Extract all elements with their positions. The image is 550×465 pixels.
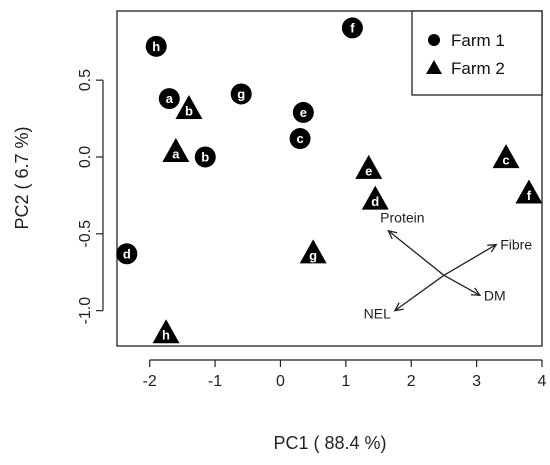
legend-label-farm-1: Farm 1 [451,31,505,50]
farm-2-point-label: d [371,194,379,209]
loading-vectors: Protein Fibre DM NEL [364,210,533,322]
farm-1-point-a [158,88,180,110]
farm-1-point-f [341,17,363,39]
loading-label-dm: DM [484,287,506,303]
farm-1-point-d [116,243,138,265]
loading-arrow-protein [387,230,445,276]
legend-label-farm-2: Farm 2 [451,59,505,78]
farm-2-point-label: f [527,188,532,203]
plot-frame [116,10,543,347]
legend-circle-marker [428,34,440,46]
legend-box [411,10,543,96]
farm-1-point-c [289,128,311,150]
loading-arrowhead [487,243,498,253]
loading-arrowhead [393,302,404,312]
farm-1-point-label: c [296,131,303,146]
loading-arrow-fibre [443,244,497,276]
farm-1-point-label: h [152,39,160,54]
farm-1-point-e [292,101,314,123]
legend: Farm 1 Farm 2 [411,10,543,96]
y-tick-label: -1.0 [77,297,94,325]
farm-1-point-label: d [123,246,131,261]
y-tick-label: 0.5 [77,69,94,91]
loading-label-protein: Protein [380,210,424,226]
x-tick-label: 2 [407,373,416,390]
farm-2-point-a [162,137,190,162]
farm-2-point-label: b [185,103,193,118]
x-tick-label: 1 [341,373,350,390]
loading-arrow-nel [394,274,445,312]
loading-label-nel: NEL [364,306,391,322]
farm-2-point-d [361,185,389,210]
farm-2-point-label: c [502,153,509,168]
farm-2-point-h [152,319,180,344]
farm-1-point-g [230,83,252,105]
x-axis-title: PC1 ( 88.4 %) [273,433,386,453]
legend-triangle-marker [426,60,442,74]
x-tick-label: -1 [208,373,222,390]
y-axis-ticks: -1.0 -0.5 0.0 0.5 [77,69,103,325]
farm-1-point-label: a [166,91,174,106]
farm-2-point-b [175,94,203,119]
farm-2-point-label: h [162,328,170,343]
x-tick-label: 0 [276,373,285,390]
farm-2-point-label: g [309,248,317,263]
farm-1-point-b [194,146,216,168]
x-tick-label: 4 [538,373,547,390]
farm-2-point-label: e [365,163,372,178]
farm-2-point-f [515,179,543,204]
farm-2-point-c [492,144,520,169]
y-axis-title: PC2 ( 6.7 %) [12,126,32,229]
farm-1-point-label: e [300,105,307,120]
farm-1-point-h [145,35,167,57]
y-tick-label: -0.5 [77,220,94,248]
farm-2-point-g [299,239,327,264]
x-tick-label: 3 [472,373,481,390]
loading-arrowhead [470,287,482,297]
loading-arrowhead [387,229,398,240]
loading-arrow-dm [443,274,481,296]
farm-1-point-label: g [237,86,245,101]
x-axis-ticks: -2 -1 0 1 2 3 4 [143,360,547,390]
y-tick-label: 0.0 [77,146,94,168]
x-tick-label: -2 [143,373,157,390]
farm-2-point-e [355,154,383,179]
farm-2-point-label: a [172,146,180,161]
farm-1-point-label: b [201,149,209,164]
farm-1-point-label: f [350,20,355,35]
loading-label-fibre: Fibre [500,237,532,253]
